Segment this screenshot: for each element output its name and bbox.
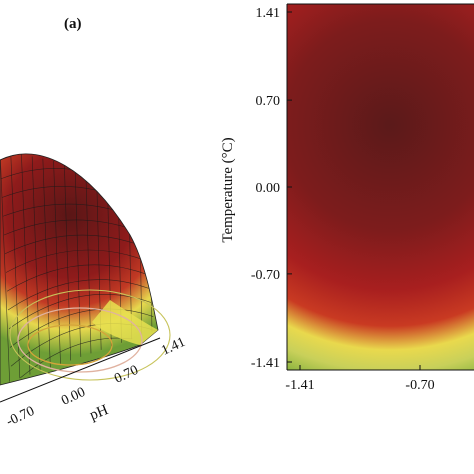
x-tick-label: -0.70 — [405, 378, 434, 393]
mesh-line — [85, 167, 92, 359]
x-axis-line — [0, 337, 161, 403]
y-tick-label: 0.00 — [256, 181, 281, 196]
contour-ring — [17, 307, 143, 373]
x-tick-label: 0.00 — [59, 385, 88, 409]
mesh-line — [5, 249, 145, 273]
y-tick-label: 1.41 — [256, 6, 281, 21]
panel-label: (a) — [64, 16, 82, 32]
x-tick-label: -0.70 — [4, 404, 37, 430]
mesh-line — [9, 308, 154, 348]
mesh-line — [74, 164, 82, 363]
mesh-line — [63, 162, 72, 367]
x-axis-label: pH — [88, 402, 111, 424]
mesh-line — [42, 158, 51, 375]
heatmap-panel: 1.41 0.70 0.00 -0.70 -1.41 -1.41 -0.70 Temper… — [220, 3, 474, 393]
y-tick-label: -0.70 — [251, 268, 280, 283]
mesh-line — [3, 219, 140, 236]
mesh-line — [53, 160, 62, 371]
y-tick-label: -1.41 — [251, 356, 280, 371]
mesh-line — [21, 154, 31, 383]
mesh-line — [31, 156, 41, 379]
mesh-line — [10, 153, 21, 385]
surface-shape — [0, 153, 159, 386]
x-tick-label: -1.41 — [285, 378, 314, 393]
mesh-line — [0, 153, 11, 385]
base-contours — [9, 289, 171, 381]
y-tick-label: 0.70 — [256, 94, 281, 109]
heatmap-area — [287, 4, 474, 370]
x-tick-label: 1.41 — [159, 335, 188, 359]
mesh-line — [4, 234, 142, 255]
surface-plot-panel: (a) -0.700.000.701.41 pH — [0, 16, 188, 430]
contour-ring — [9, 289, 171, 381]
y-axis-label: Temperature (°C) — [220, 137, 236, 242]
contour-ring — [27, 324, 113, 366]
